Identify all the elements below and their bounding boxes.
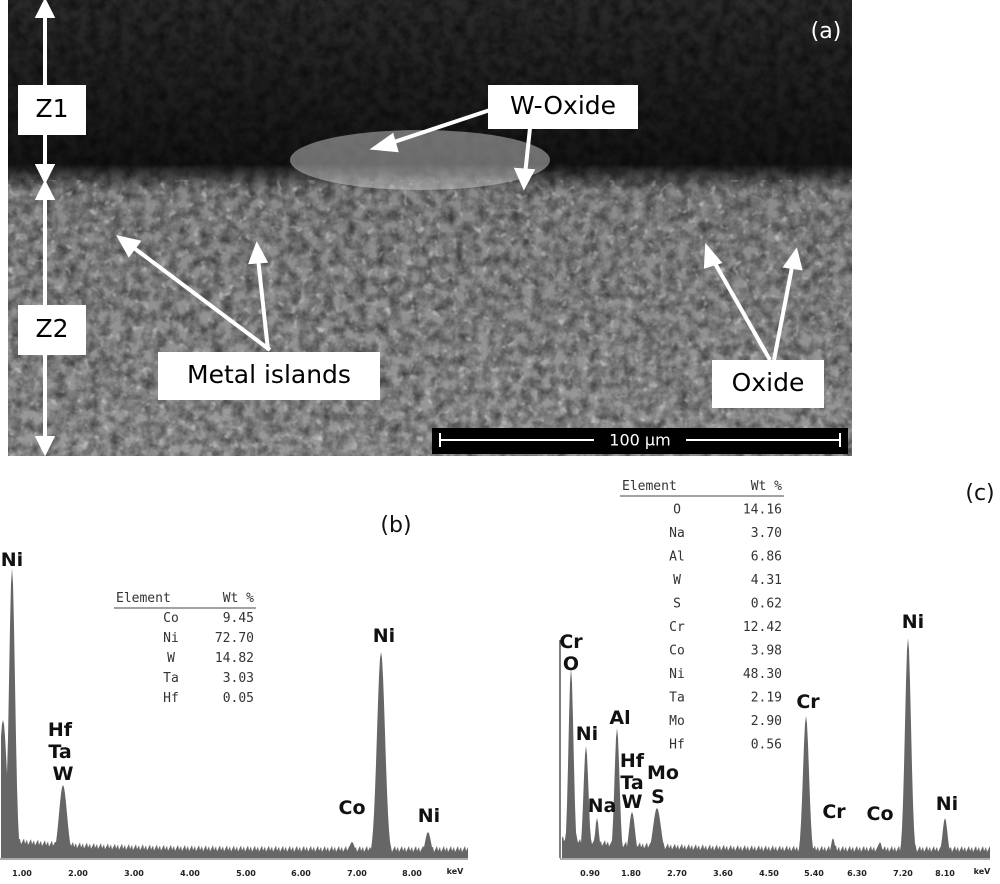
table-cell: 6.86 (751, 550, 782, 565)
spectra: (b) (c) 1.00 2.00 3.00 4.00 5.00 6.00 7.00 8.00… (0, 479, 995, 878)
x-tick-label: 6.00 (291, 869, 311, 878)
peak-label: W (53, 763, 74, 785)
x-tick-label: 4.50 (759, 869, 779, 878)
annotation: W-Oxide (510, 91, 616, 120)
table-cell: 72.70 (215, 631, 254, 646)
table-cell: O (673, 503, 681, 518)
table-cell: Al (669, 550, 685, 565)
x-tick-label: 8.10 (935, 869, 955, 878)
x-tick-label: 0.90 (580, 869, 600, 878)
x-tick-label: 2.70 (667, 869, 687, 878)
x-tick-label: 6.30 (847, 869, 867, 878)
peak-label: Na (588, 795, 617, 817)
table-header: Wt % (223, 591, 254, 606)
peak-label: Ta (48, 741, 71, 763)
table-header: Element (116, 591, 171, 606)
x-tick-label: 8.00 (402, 869, 422, 878)
peak-label: Ni (576, 723, 598, 745)
peak-label: Ni (902, 611, 924, 633)
peak-label: O (563, 653, 579, 675)
table-cell: Co (669, 644, 685, 659)
panel-label: (a) (811, 19, 842, 44)
table-cell: Hf (669, 738, 685, 753)
table-cell: Ta (669, 691, 685, 706)
peak-label: Cr (822, 801, 846, 823)
table-header: Wt % (751, 479, 782, 494)
x-tick-label: 7.20 (893, 869, 913, 878)
peak-label: Ni (373, 625, 395, 647)
x-tick-label: 4.00 (180, 869, 200, 878)
micrograph: Z1 Z2 W-Oxide Metal islands Oxide (a) 10… (8, 0, 852, 456)
table-header: Element (622, 479, 677, 494)
table-cell: Ni (669, 667, 685, 682)
table-cell: 3.70 (751, 526, 782, 541)
peak-label: Co (867, 803, 894, 825)
zone-label: Z2 (35, 314, 68, 343)
x-tick-label: 2.00 (68, 869, 88, 878)
table-cell: Mo (669, 714, 685, 729)
table-cell: 14.82 (215, 651, 254, 666)
table-cell: Ni (163, 631, 179, 646)
table-cell: 3.03 (223, 671, 254, 686)
x-tick-label: 5.40 (804, 869, 824, 878)
table-cell: 2.19 (751, 691, 782, 706)
peak-label: Co (339, 797, 366, 819)
scale-bar-label: 100 µm (609, 431, 670, 450)
x-tick-label: 1.00 (12, 869, 32, 878)
table-cell: Hf (163, 691, 179, 706)
peak-label: Ni (1, 549, 23, 571)
x-tick-label: 3.60 (713, 869, 733, 878)
table-cell: 4.31 (751, 573, 782, 588)
x-tick-label: 3.00 (124, 869, 144, 878)
peak-label: W (622, 791, 643, 813)
table-cell: W (167, 651, 175, 666)
peak-label: Hf (48, 719, 73, 741)
table-cell: Na (669, 526, 685, 541)
figure: Z1 Z2 W-Oxide Metal islands Oxide (a) 10… (0, 0, 1000, 884)
peak-label: Cr (559, 631, 583, 653)
peak-label: Cr (796, 691, 820, 713)
table-cell: 12.42 (743, 620, 782, 635)
peak-label: Mo (647, 762, 679, 784)
sem-highlights (8, 180, 852, 456)
table-cell: 48.30 (743, 667, 782, 682)
table-cell: S (673, 597, 681, 612)
panel-label: (b) (380, 513, 411, 538)
zone-label: Z1 (35, 94, 68, 123)
table-cell: Cr (669, 620, 685, 635)
peak-label: Al (609, 707, 630, 729)
peak-label: Ni (936, 793, 958, 815)
table-cell: W (673, 573, 681, 588)
table-cell: 0.56 (751, 738, 782, 753)
table-cell: 14.16 (743, 503, 782, 518)
table-cell: 2.90 (751, 714, 782, 729)
table-cell: Ta (163, 671, 179, 686)
axis-unit: keV (447, 867, 465, 876)
x-tick-label: 5.00 (236, 869, 256, 878)
table-cell: 9.45 (223, 611, 254, 626)
peak-label: Hf (620, 750, 645, 772)
table-cell: 0.62 (751, 597, 782, 612)
peak-label: Ni (418, 805, 440, 827)
annotation: Oxide (732, 368, 805, 397)
panel-label: (c) (965, 481, 994, 506)
axis-unit: keV (974, 867, 992, 876)
annotation: Metal islands (187, 360, 351, 389)
x-tick-label: 7.00 (347, 869, 367, 878)
table-cell: 0.05 (223, 691, 254, 706)
table-cell: 3.98 (751, 644, 782, 659)
oxide-region (290, 130, 550, 190)
table-cell: Co (163, 611, 179, 626)
x-tick-label: 1.80 (621, 869, 641, 878)
peak-label: S (651, 786, 665, 808)
